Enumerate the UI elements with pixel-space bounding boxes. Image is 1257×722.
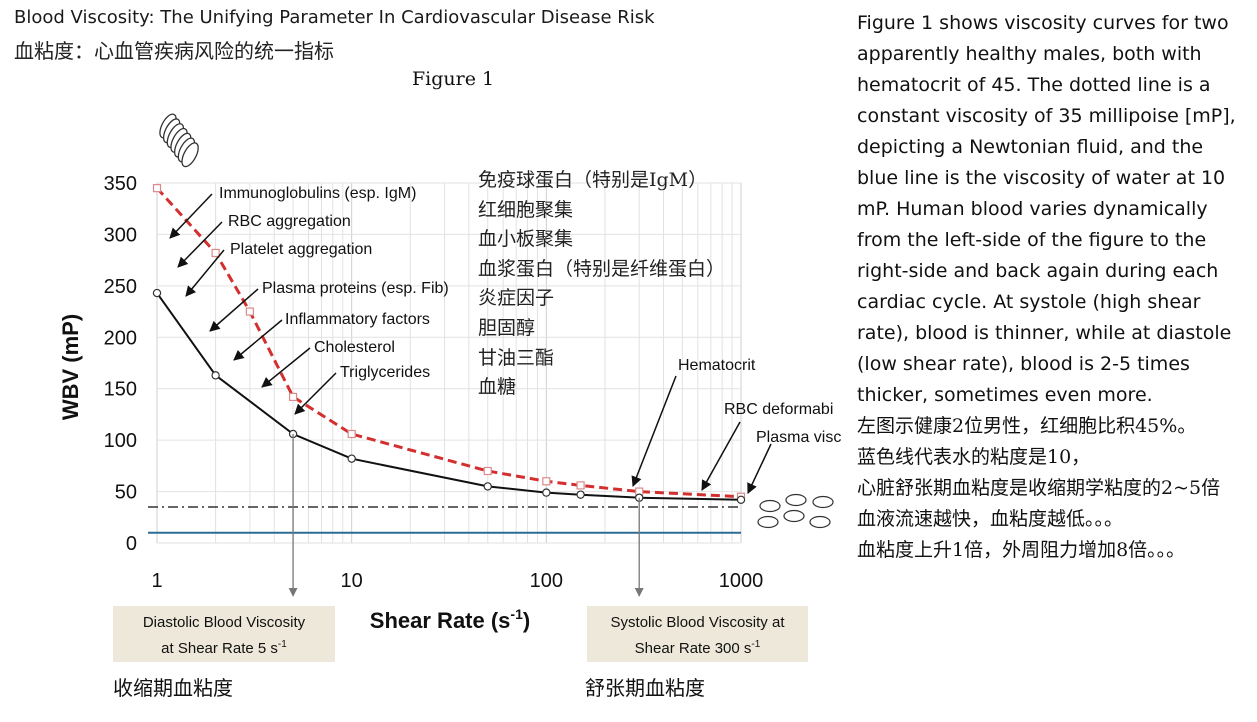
side-cn-line: 心脏舒张期血粘度是收缩期学粘度的2~5倍	[857, 477, 1221, 499]
data-point-red	[483, 466, 492, 476]
annotation-label: RBC deformabi	[724, 401, 833, 418]
slide-title: Blood Viscosity: The Unifying Parameter …	[14, 7, 655, 28]
annotation-label: RBC aggregation	[228, 213, 351, 230]
caption-right: 舒张期血粘度	[585, 676, 705, 700]
x-tick-label: 1	[151, 570, 162, 592]
chart-annotations: Immunoglobulins (esp. IgM) RBC aggregatio…	[169, 185, 841, 494]
annotation-arrow	[177, 221, 223, 268]
data-point-black	[542, 488, 551, 497]
side-cn-line: 蓝色线代表水的粘度是10，	[857, 446, 1091, 468]
cn-factor-item: 免疫球蛋白（特别是IgM）	[478, 169, 708, 191]
y-tick-label: 250	[104, 276, 137, 298]
chart-decorations	[159, 113, 834, 597]
diastolic-line1: Diastolic Blood Viscosity	[142, 614, 306, 631]
annotation-arrow	[747, 443, 772, 494]
annotation-arrow	[233, 319, 283, 361]
annotation-label: Plasma visc	[756, 429, 841, 446]
annotation-arrow	[261, 347, 311, 388]
data-point-red	[347, 429, 356, 439]
annotation-label: Triglycerides	[340, 364, 430, 381]
data-point-black	[211, 371, 220, 380]
rbc-cell	[812, 495, 834, 509]
figure-label: Figure 1	[412, 68, 495, 90]
data-point-black	[576, 490, 585, 499]
data-point-black	[347, 454, 356, 463]
caption-left: 收缩期血粘度	[113, 676, 233, 700]
side-cn-line: 血粘度上升1倍，外周阻力增加8倍。。。	[857, 539, 1186, 561]
data-point-red	[576, 481, 585, 490]
data-point-red	[245, 307, 254, 316]
systolic-viscosity-box: Systolic Blood Viscosity at Shear Rate 3…	[587, 606, 808, 662]
rbc-cell	[785, 493, 807, 507]
cn-factor-item: 甘油三酯	[478, 346, 555, 369]
annotation-arrow	[631, 375, 677, 487]
y-tick-label: 50	[115, 482, 137, 504]
annotation-arrow	[209, 288, 259, 332]
systolic-line2: Shear Rate 300 s-1	[634, 639, 761, 657]
annotation-label: Hematocrit	[678, 357, 756, 374]
systolic-line1: Systolic Blood Viscosity at	[610, 614, 785, 631]
annotation-label: Cholesterol	[314, 339, 395, 356]
viscosity-chart: 0 50 100 150 200 250 300 350 1 10 100 1000 Immunogl…	[58, 113, 841, 633]
rbc-cell	[809, 515, 831, 529]
chart-axes: 0 50 100 150 200 250 300 350 1 10 100 1000	[104, 173, 764, 592]
y-axis-label: WBV (mP)	[58, 314, 83, 420]
rbc-cell	[759, 499, 781, 513]
x-tick-label: 1000	[719, 570, 764, 592]
side-cn-line: 血液流速越快，血粘度越低。。。	[857, 508, 1124, 530]
y-tick-label: 0	[126, 533, 137, 555]
annotation-label: Platelet aggregation	[230, 241, 372, 258]
cn-factor-item: 血浆蛋白（特别是纤维蛋白）	[478, 257, 726, 280]
data-point-red	[542, 477, 551, 486]
rbc-rouleaux-icon	[159, 113, 199, 168]
rbc-cell	[783, 509, 805, 523]
y-tick-label: 200	[104, 327, 137, 349]
slide-subtitle: 血粘度：心血管疾病风险的统一指标	[14, 39, 334, 63]
data-point-red	[152, 184, 162, 193]
cn-factor-item: 胆固醇	[478, 316, 536, 339]
cn-factor-item: 炎症因子	[478, 287, 555, 310]
x-tick-label: 100	[530, 570, 563, 592]
cn-factor-item: 血小板聚集	[478, 228, 574, 251]
x-axis-label: Shear Rate (s-1)	[370, 606, 530, 633]
annotation-arrow	[185, 249, 225, 297]
annotation-arrow	[701, 421, 741, 491]
diastolic-viscosity-box: Diastolic Blood Viscosity at Shear Rate …	[113, 606, 335, 662]
annotation-label: Inflammatory factors	[285, 311, 430, 328]
annotation-label: Plasma proteins (esp. Fib)	[262, 280, 449, 297]
data-point-red	[288, 392, 298, 402]
data-point-red	[211, 248, 220, 258]
y-tick-label: 150	[104, 379, 137, 401]
data-point-black	[736, 495, 746, 504]
y-tick-label: 300	[104, 224, 137, 246]
annotation-arrow	[294, 372, 337, 415]
cn-factor-item: 血糖	[478, 376, 517, 399]
diastolic-line2: at Shear Rate 5 s-1	[161, 639, 287, 657]
rbc-cell	[757, 515, 779, 529]
y-tick-label: 100	[104, 430, 137, 452]
annotation-arrow	[169, 193, 213, 239]
side-cn-line: 左图示健康2位男性，红细胞比积45%。	[857, 415, 1197, 437]
cn-factor-item: 红细胞聚集	[478, 198, 574, 221]
annotation-label: Immunoglobulins (esp. IgM)	[219, 185, 416, 202]
chinese-factor-list: 免疫球蛋白（特别是IgM） 红细胞聚集 血小板聚集 血浆蛋白（特别是纤维蛋白） …	[478, 166, 725, 403]
x-tick-label: 10	[341, 570, 363, 592]
data-point-black	[483, 482, 492, 491]
data-point-black	[152, 288, 162, 298]
side-description: Figure 1 shows viscosity curves for two …	[857, 8, 1249, 566]
side-english-paragraph: Figure 1 shows viscosity curves for two …	[857, 12, 1236, 406]
y-tick-label: 350	[104, 173, 137, 195]
rbc-disc	[181, 142, 199, 168]
